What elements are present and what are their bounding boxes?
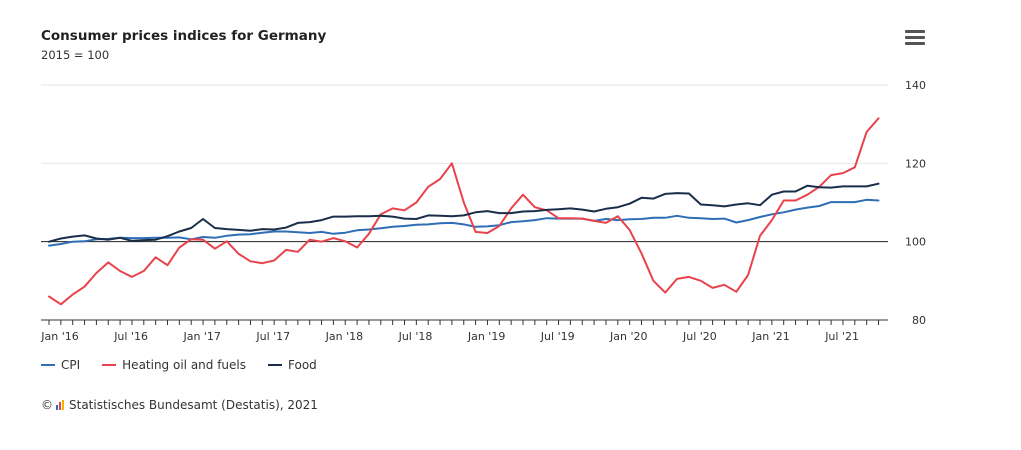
legend-swatch-cpi	[41, 364, 55, 366]
x-tick-label-1: Jul '16	[113, 330, 148, 343]
legend-label-heating-oil: Heating oil and fuels	[122, 358, 247, 372]
series-line-cpi[interactable]	[48, 198, 880, 247]
y-tick-label-140: 140	[905, 79, 926, 92]
x-tick-label-0: Jan '16	[40, 330, 78, 343]
legend-item-food[interactable]: Food	[268, 358, 317, 372]
credits-source: Statistisches Bundesamt (Destatis), 2021	[69, 398, 318, 412]
y-tick-label-100: 100	[905, 236, 926, 249]
x-tick-label-8: Jan '20	[609, 330, 647, 343]
chart-title: Consumer prices indices for Germany	[41, 28, 327, 44]
legend-item-cpi[interactable]: CPI	[41, 358, 80, 372]
x-tick-label-11: Jul '21	[824, 330, 859, 343]
y-tick-label-120: 120	[905, 157, 926, 170]
x-tick-label-7: Jul '19	[540, 330, 575, 343]
legend-label-cpi: CPI	[61, 358, 81, 372]
series-line-heating-oil-and-fuels[interactable]	[48, 117, 880, 306]
x-tick-label-2: Jan '17	[182, 330, 220, 343]
series-layer	[48, 117, 880, 306]
y-tick-label-80: 80	[912, 314, 926, 327]
legend: CPI Heating oil and fuels Food	[41, 358, 317, 372]
legend-label-food: Food	[288, 358, 317, 372]
legend-swatch-food	[268, 364, 283, 366]
credits[interactable]: © Statistisches Bundesamt (Destatis), 20…	[41, 398, 318, 412]
series-line-food[interactable]	[48, 182, 880, 243]
x-tick-label-3: Jul '17	[255, 330, 290, 343]
x-tick-label-4: Jan '18	[325, 330, 363, 343]
hamburger-menu-icon[interactable]	[903, 28, 927, 48]
chart-card	[22, 8, 942, 438]
chart-subtitle: 2015 = 100	[41, 48, 110, 62]
axis-layer: 80 100 120 140 Jan '16 Jul '16 Jan '17 Jul '17 J…	[40, 79, 926, 343]
destatis-logo-icon	[56, 400, 65, 410]
legend-item-heating-oil[interactable]: Heating oil and fuels	[102, 358, 246, 372]
x-tick-label-9: Jul '20	[682, 330, 717, 343]
x-tick-label-5: Jul '18	[398, 330, 433, 343]
legend-swatch-heating-oil	[102, 364, 117, 366]
grid-layer	[41, 84, 888, 243]
copyright-symbol: ©	[41, 398, 53, 412]
x-tick-label-10: Jan '21	[751, 330, 789, 343]
x-tick-label-6: Jan '19	[467, 330, 505, 343]
